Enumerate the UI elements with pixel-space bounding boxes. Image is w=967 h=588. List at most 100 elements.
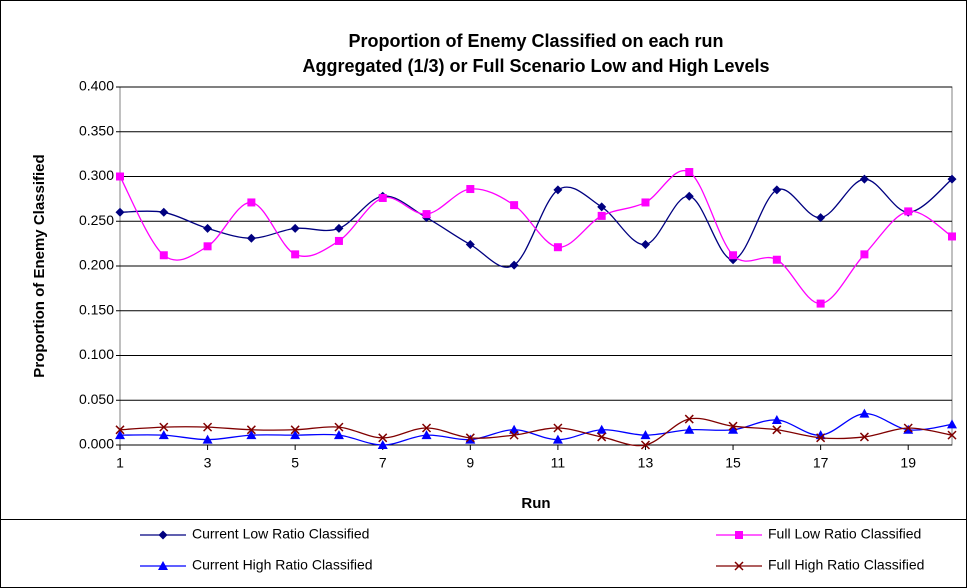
x-tick-label: 19 xyxy=(900,455,916,471)
marker xyxy=(203,223,213,233)
marker xyxy=(421,430,432,440)
marker xyxy=(815,430,826,440)
y-tick-label: 0.250 xyxy=(79,212,114,228)
marker xyxy=(334,223,344,233)
series-line xyxy=(119,417,953,447)
marker xyxy=(859,174,869,184)
marker xyxy=(290,430,301,440)
marker xyxy=(728,255,738,265)
y-tick-label: 0.000 xyxy=(79,436,114,452)
marker xyxy=(552,434,563,444)
marker xyxy=(466,185,475,194)
marker xyxy=(903,423,913,433)
marker xyxy=(509,424,520,434)
marker xyxy=(421,423,432,433)
x-tick-label: 15 xyxy=(725,455,741,471)
marker xyxy=(159,251,168,260)
marker xyxy=(904,207,913,216)
x-tick-label: 13 xyxy=(638,455,654,471)
legend-label: Full High Ratio Classified xyxy=(768,557,924,573)
marker xyxy=(465,433,475,443)
marker xyxy=(771,414,782,424)
marker xyxy=(728,424,739,434)
marker xyxy=(246,430,257,440)
marker xyxy=(115,207,125,217)
marker xyxy=(203,422,213,432)
y-tick-label: 0.400 xyxy=(79,78,114,94)
marker xyxy=(859,408,870,418)
marker xyxy=(553,243,562,252)
legend-label: Current Low Ratio Classified xyxy=(192,526,369,542)
marker xyxy=(772,255,781,264)
marker xyxy=(948,232,956,241)
marker xyxy=(509,260,519,270)
marker xyxy=(378,193,387,202)
marker xyxy=(640,430,651,440)
marker xyxy=(947,174,957,184)
chart-title: Proportion of Enemy Classified on each r… xyxy=(348,31,723,51)
marker xyxy=(596,424,607,434)
marker xyxy=(685,168,694,177)
legend-marker xyxy=(158,561,168,570)
marker xyxy=(377,440,388,449)
marker xyxy=(597,202,607,212)
marker xyxy=(422,210,431,219)
legend-label: Full Low Ratio Classified xyxy=(768,526,921,542)
x-tick-label: 3 xyxy=(204,455,212,471)
marker xyxy=(116,172,124,181)
marker xyxy=(641,198,650,207)
marker xyxy=(816,299,825,308)
marker xyxy=(772,185,782,195)
y-tick-label: 0.300 xyxy=(79,167,114,183)
marker xyxy=(246,233,256,243)
marker xyxy=(684,191,694,201)
marker xyxy=(333,430,344,440)
marker xyxy=(684,414,694,424)
marker xyxy=(158,430,169,440)
marker xyxy=(509,430,519,440)
y-tick-label: 0.200 xyxy=(79,257,114,273)
marker xyxy=(290,425,300,435)
legend-marker xyxy=(734,561,744,571)
marker xyxy=(510,201,519,210)
marker xyxy=(684,424,695,434)
legend-marker xyxy=(735,531,743,539)
y-tick-label: 0.050 xyxy=(79,391,114,407)
x-tick-label: 5 xyxy=(291,455,299,471)
legend-marker xyxy=(158,530,168,540)
x-axis-title: Run xyxy=(521,495,550,512)
marker xyxy=(729,251,738,260)
marker xyxy=(816,433,826,443)
marker xyxy=(597,211,606,220)
marker xyxy=(947,419,957,429)
marker xyxy=(465,240,475,250)
marker xyxy=(860,250,869,259)
marker xyxy=(640,440,651,450)
y-tick-label: 0.100 xyxy=(79,346,114,362)
marker xyxy=(115,425,125,435)
marker xyxy=(947,430,957,440)
marker xyxy=(859,432,869,442)
marker xyxy=(159,207,169,217)
marker xyxy=(290,223,300,233)
marker xyxy=(553,423,563,433)
x-tick-label: 1 xyxy=(116,455,124,471)
x-tick-label: 11 xyxy=(551,455,566,471)
y-tick-label: 0.350 xyxy=(79,122,114,138)
y-tick-label: 0.150 xyxy=(79,301,114,317)
marker xyxy=(378,433,388,443)
legend-label: Current High Ratio Classified xyxy=(192,557,373,573)
marker xyxy=(203,242,212,251)
marker xyxy=(728,421,738,431)
marker xyxy=(334,236,343,245)
marker xyxy=(640,240,650,250)
marker xyxy=(159,422,169,432)
marker xyxy=(246,425,256,435)
marker xyxy=(553,185,563,195)
marker xyxy=(202,434,213,444)
marker xyxy=(291,250,300,259)
marker xyxy=(334,422,344,432)
marker xyxy=(115,430,125,440)
x-tick-label: 7 xyxy=(379,455,387,471)
